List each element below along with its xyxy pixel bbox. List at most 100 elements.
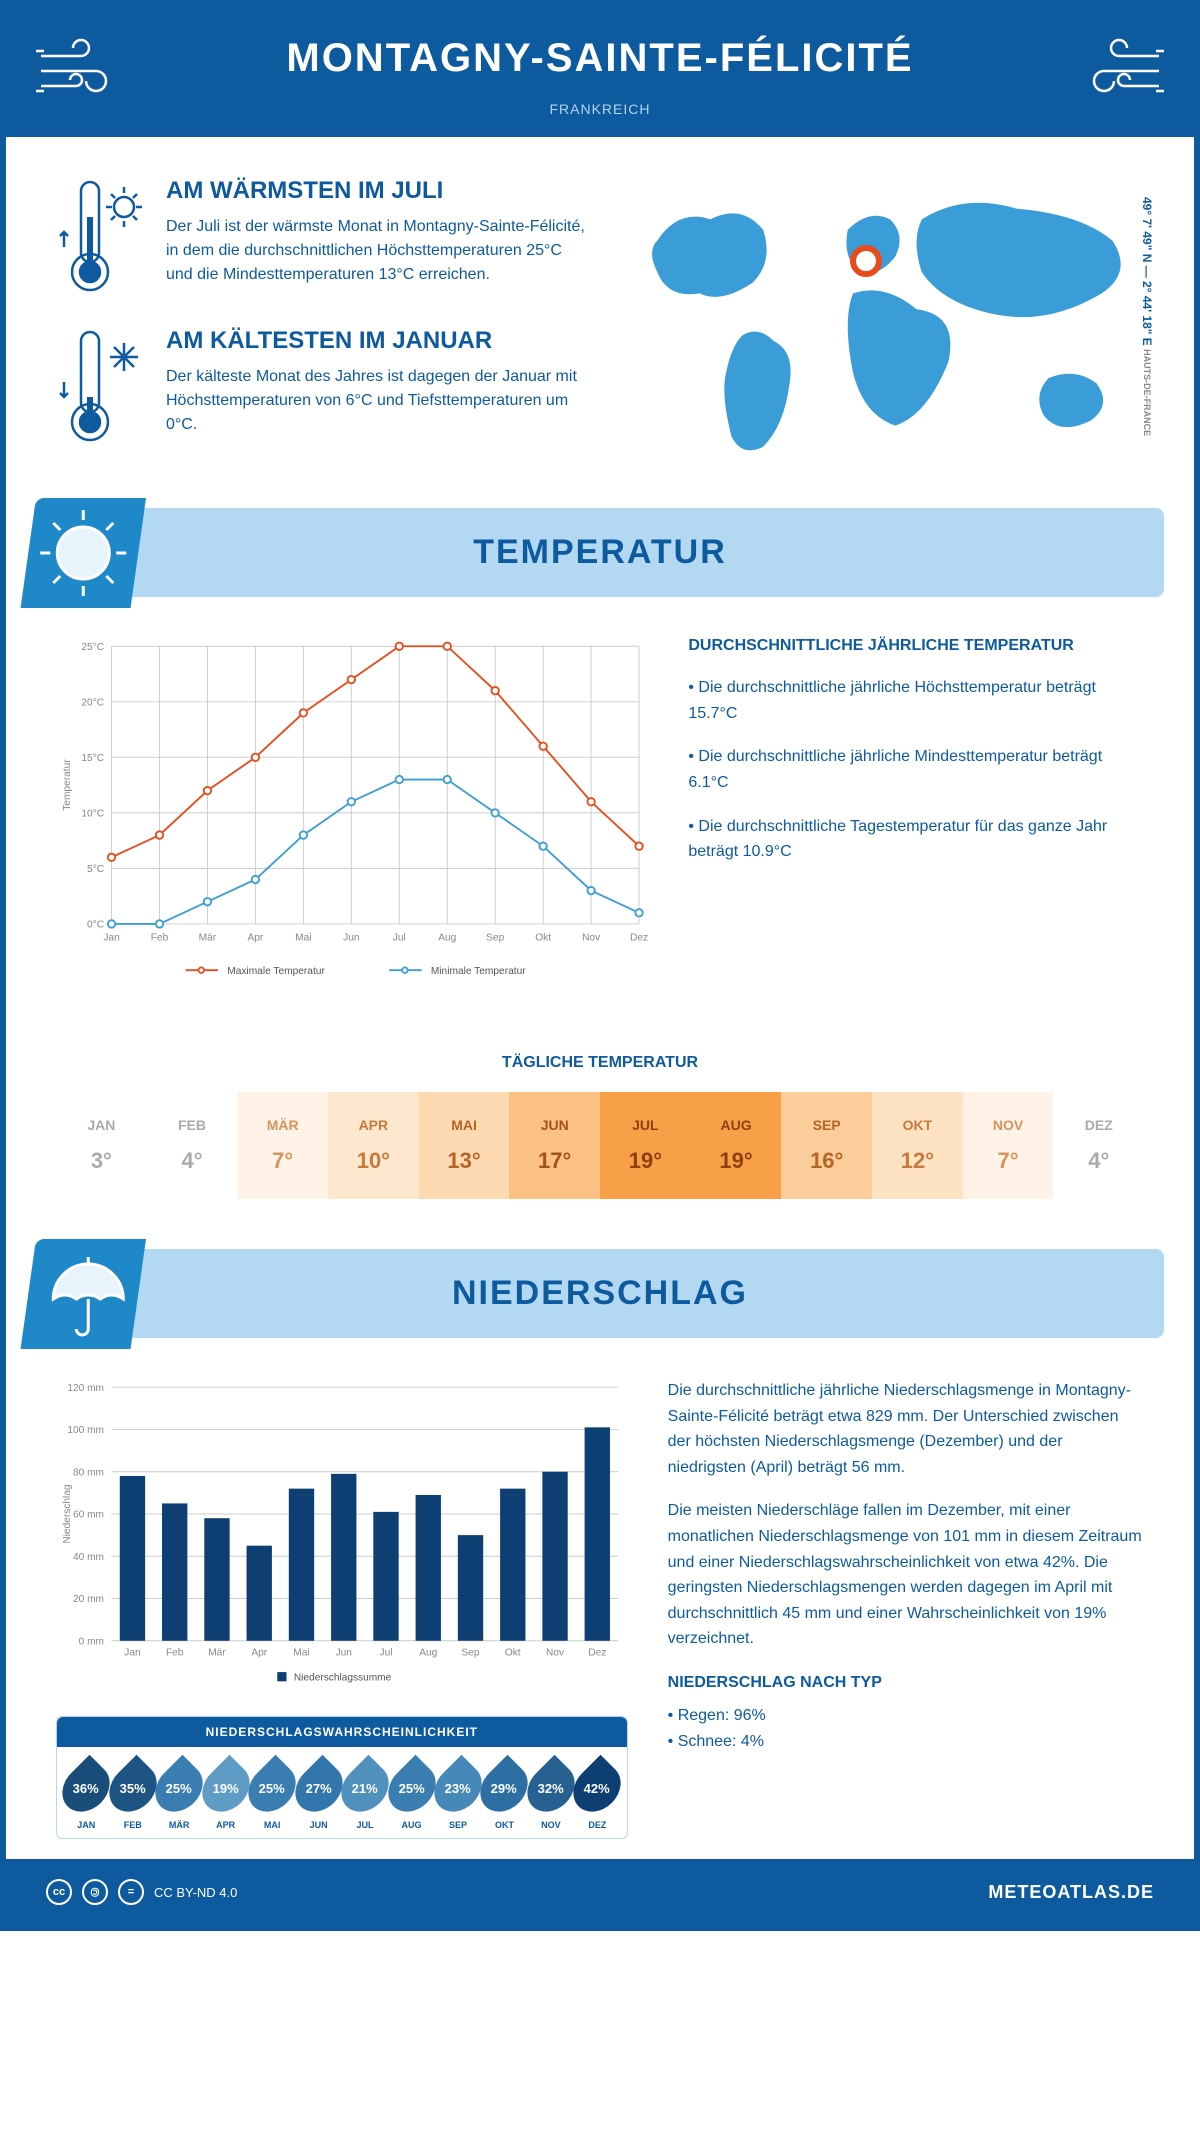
coldest-text: Der kälteste Monat des Jahres ist dagege… bbox=[166, 365, 585, 437]
sun-icon bbox=[21, 498, 146, 608]
svg-text:Niederschlagssumme: Niederschlagssumme bbox=[294, 1672, 392, 1683]
footer: cc 🄯 = CC BY-ND 4.0 METEOATLAS.DE bbox=[6, 1859, 1194, 1925]
temp-strip-cell: FEB4° bbox=[147, 1092, 238, 1199]
probability-drop: 25%AUG bbox=[390, 1762, 432, 1830]
svg-text:Jun: Jun bbox=[336, 1647, 352, 1658]
temp-strip-cell: MÄR7° bbox=[237, 1092, 328, 1199]
temp-strip-cell: JUL19° bbox=[600, 1092, 691, 1199]
svg-text:40 mm: 40 mm bbox=[73, 1552, 104, 1563]
license-text: CC BY-ND 4.0 bbox=[154, 1885, 237, 1900]
svg-text:Apr: Apr bbox=[247, 933, 263, 944]
temp-strip-cell: APR10° bbox=[328, 1092, 419, 1199]
svg-text:25°C: 25°C bbox=[81, 642, 104, 653]
svg-text:Sep: Sep bbox=[462, 1647, 480, 1658]
svg-text:Niederschlag: Niederschlag bbox=[62, 1484, 73, 1543]
svg-text:Temperatur: Temperatur bbox=[62, 759, 73, 811]
probability-drop: 25%MAI bbox=[251, 1762, 293, 1830]
temp-bullet: • Die durchschnittliche jährliche Mindes… bbox=[688, 744, 1144, 795]
by-icon: 🄯 bbox=[82, 1879, 108, 1905]
svg-text:Mär: Mär bbox=[199, 933, 217, 944]
temp-strip-cell: DEZ4° bbox=[1053, 1092, 1144, 1199]
svg-text:120 mm: 120 mm bbox=[67, 1383, 104, 1394]
svg-text:Minimale Temperatur: Minimale Temperatur bbox=[431, 966, 526, 977]
site-name: METEOATLAS.DE bbox=[988, 1882, 1154, 1903]
temperature-line-chart: 0°C5°C10°C15°C20°C25°CJanFebMärAprMaiJun… bbox=[56, 637, 648, 994]
section-title: NIEDERSCHLAG bbox=[36, 1274, 1164, 1313]
infographic-page: MONTAGNY-SAINTE-FÉLICITÉ FRANKREICH AM W… bbox=[0, 0, 1200, 1931]
svg-text:Okt: Okt bbox=[535, 933, 551, 944]
probability-drop: 42%DEZ bbox=[576, 1762, 618, 1830]
svg-text:Nov: Nov bbox=[546, 1647, 565, 1658]
svg-text:Jan: Jan bbox=[124, 1647, 140, 1658]
svg-text:Maximale Temperatur: Maximale Temperatur bbox=[227, 966, 325, 977]
svg-text:20 mm: 20 mm bbox=[73, 1594, 104, 1605]
probability-drop: 32%NOV bbox=[530, 1762, 572, 1830]
precip-type-rain: • Regen: 96% bbox=[668, 1703, 1144, 1729]
precip-type-title: NIEDERSCHLAG NACH TYP bbox=[668, 1670, 1144, 1696]
svg-text:10°C: 10°C bbox=[81, 809, 104, 820]
probability-drop: 21%JUL bbox=[344, 1762, 386, 1830]
svg-text:Aug: Aug bbox=[419, 1647, 437, 1658]
probability-drop: 23%SEP bbox=[437, 1762, 479, 1830]
precip-paragraph: Die durchschnittliche jährliche Niedersc… bbox=[668, 1378, 1144, 1480]
temp-bullet: • Die durchschnittliche jährliche Höchst… bbox=[688, 675, 1144, 726]
svg-text:Apr: Apr bbox=[251, 1647, 267, 1658]
svg-text:Jun: Jun bbox=[343, 933, 359, 944]
probability-drop: 25%MÄR bbox=[158, 1762, 200, 1830]
svg-text:Okt: Okt bbox=[505, 1647, 521, 1658]
temp-strip-cell: MAI13° bbox=[419, 1092, 510, 1199]
svg-text:60 mm: 60 mm bbox=[73, 1510, 104, 1521]
page-subtitle: FRANKREICH bbox=[6, 101, 1194, 117]
svg-text:Nov: Nov bbox=[582, 933, 601, 944]
location-marker-icon bbox=[850, 245, 882, 277]
wind-icon bbox=[1074, 36, 1164, 106]
temp-strip-cell: SEP16° bbox=[781, 1092, 872, 1199]
svg-text:0 mm: 0 mm bbox=[79, 1636, 104, 1647]
temp-strip-cell: JAN3° bbox=[56, 1092, 147, 1199]
intro-section: AM WÄRMSTEN IM JULI Der Juli ist der wär… bbox=[6, 137, 1194, 508]
temp-bullet: • Die durchschnittliche Tagestemperatur … bbox=[688, 814, 1144, 865]
coldest-title: AM KÄLTESTEN IM JANUAR bbox=[166, 327, 585, 355]
probability-drop: 36%JAN bbox=[65, 1762, 107, 1830]
header: MONTAGNY-SAINTE-FÉLICITÉ FRANKREICH bbox=[6, 6, 1194, 137]
world-map: 49° 7' 49" N — 2° 44' 18" E HAUTS-DE-FRA… bbox=[615, 177, 1144, 478]
svg-text:Jul: Jul bbox=[380, 1647, 393, 1658]
cc-icon: cc bbox=[46, 1879, 72, 1905]
probability-drop: 35%FEB bbox=[111, 1762, 153, 1830]
daily-temperature-strip: JAN3°FEB4°MÄR7°APR10°MAI13°JUN17°JUL19°A… bbox=[56, 1092, 1144, 1199]
probability-drop: 27%JUN bbox=[297, 1762, 339, 1830]
svg-text:0°C: 0°C bbox=[87, 920, 104, 931]
svg-text:20°C: 20°C bbox=[81, 698, 104, 709]
temp-info-title: DURCHSCHNITTLICHE JÄHRLICHE TEMPERATUR bbox=[688, 637, 1144, 655]
precipitation-section-header: NIEDERSCHLAG bbox=[36, 1249, 1164, 1338]
svg-text:15°C: 15°C bbox=[81, 753, 104, 764]
probability-drop: 19%APR bbox=[204, 1762, 246, 1830]
svg-text:Aug: Aug bbox=[438, 933, 456, 944]
coordinates: 49° 7' 49" N — 2° 44' 18" E HAUTS-DE-FRA… bbox=[1140, 197, 1154, 436]
temperature-info: DURCHSCHNITTLICHE JÄHRLICHE TEMPERATUR •… bbox=[688, 637, 1144, 994]
svg-text:Jul: Jul bbox=[393, 933, 406, 944]
svg-text:Dez: Dez bbox=[588, 1647, 606, 1658]
svg-text:5°C: 5°C bbox=[87, 864, 104, 875]
precipitation-probability-box: NIEDERSCHLAGSWAHRSCHEINLICHKEIT 36%JAN35… bbox=[56, 1716, 628, 1839]
svg-text:80 mm: 80 mm bbox=[73, 1467, 104, 1478]
svg-text:100 mm: 100 mm bbox=[67, 1425, 104, 1436]
temp-strip-cell: JUN17° bbox=[509, 1092, 600, 1199]
license-info: cc 🄯 = CC BY-ND 4.0 bbox=[46, 1879, 237, 1905]
prob-title: NIEDERSCHLAGSWAHRSCHEINLICHKEIT bbox=[57, 1717, 627, 1747]
warmest-text: Der Juli ist der wärmste Monat in Montag… bbox=[166, 215, 585, 287]
thermometer-hot-icon bbox=[56, 177, 146, 297]
temp-strip-cell: OKT12° bbox=[872, 1092, 963, 1199]
temp-strip-cell: NOV7° bbox=[963, 1092, 1054, 1199]
umbrella-icon bbox=[21, 1239, 146, 1349]
nd-icon: = bbox=[118, 1879, 144, 1905]
svg-text:Feb: Feb bbox=[166, 1647, 184, 1658]
precipitation-info: Die durchschnittliche jährliche Niedersc… bbox=[668, 1378, 1144, 1839]
temperature-section-header: TEMPERATUR bbox=[36, 508, 1164, 597]
precip-type-snow: • Schnee: 4% bbox=[668, 1729, 1144, 1755]
probability-drop: 29%OKT bbox=[483, 1762, 525, 1830]
svg-text:Jan: Jan bbox=[103, 933, 119, 944]
svg-text:Feb: Feb bbox=[151, 933, 169, 944]
svg-text:Sep: Sep bbox=[486, 933, 504, 944]
precipitation-bar-chart: 0 mm 20 mm 40 mm 60 mm 80 mm 100 mm 120 mm Jan F… bbox=[56, 1378, 628, 1696]
